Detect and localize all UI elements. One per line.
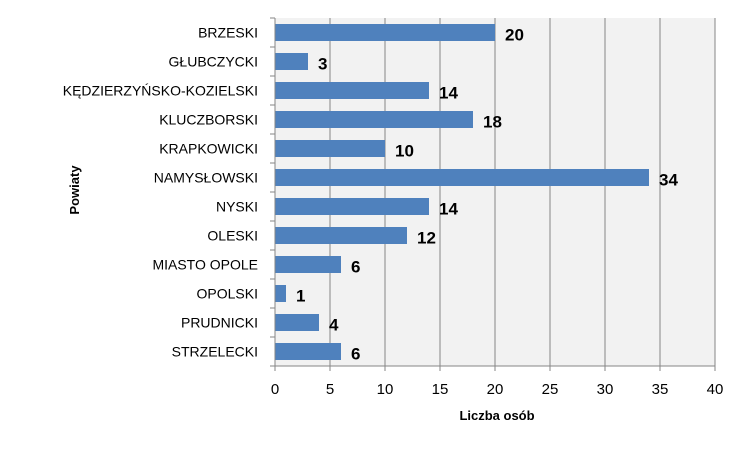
bar [275, 285, 286, 302]
x-tick-label: 5 [326, 381, 334, 398]
data-label: 1 [296, 287, 305, 306]
x-tick-label: 40 [707, 381, 724, 398]
x-tick-label: 15 [432, 381, 449, 398]
data-label: 4 [329, 316, 339, 335]
x-axis-ticks: 0 5 10 15 20 25 30 35 40 [271, 366, 724, 398]
data-label: 12 [417, 229, 436, 248]
data-label: 18 [483, 113, 502, 132]
category-label: KLUCZBORSKI [159, 112, 258, 128]
bar [275, 140, 385, 157]
bar [275, 53, 308, 70]
category-label: GŁUBCZYCKI [169, 54, 258, 70]
x-tick-label: 10 [377, 381, 394, 398]
category-label: NYSKI [216, 199, 258, 215]
bar [275, 227, 407, 244]
data-label: 34 [659, 171, 678, 190]
x-axis-title: Liczba osób [459, 408, 534, 423]
x-tick-label: 35 [652, 381, 669, 398]
category-label: OPOLSKI [197, 286, 258, 302]
data-label: 14 [439, 84, 458, 103]
category-label: KĘDZIERZYŃSKO-KOZIELSKI [63, 83, 258, 99]
bar [275, 314, 319, 331]
bar [275, 198, 429, 215]
y-axis-title: Powiaty [67, 165, 82, 215]
data-label: 6 [351, 345, 360, 364]
category-label: OLESKI [207, 228, 258, 244]
x-tick-label: 30 [597, 381, 614, 398]
bar [275, 343, 341, 360]
x-tick-label: 20 [487, 381, 504, 398]
category-label: BRZESKI [198, 25, 258, 41]
category-label: MIASTO OPOLE [152, 257, 258, 273]
data-label: 10 [395, 142, 414, 161]
category-label: STRZELECKI [172, 344, 258, 360]
data-label: 14 [439, 200, 458, 219]
data-label: 20 [505, 26, 524, 45]
category-label: NAMYSŁOWSKI [154, 170, 258, 186]
x-tick-label: 25 [542, 381, 559, 398]
bars [275, 24, 649, 360]
category-label: KRAPKOWICKI [159, 141, 258, 157]
category-label: PRUDNICKI [181, 315, 258, 331]
bar [275, 256, 341, 273]
bar [275, 169, 649, 186]
bar [275, 82, 429, 99]
gridlines [329, 18, 716, 366]
bar [275, 24, 495, 41]
data-label: 3 [318, 55, 327, 74]
bar [275, 111, 473, 128]
data-label: 6 [351, 258, 360, 277]
category-labels: BRZESKI GŁUBCZYCKI KĘDZIERZYŃSKO-KOZIELSKI… [63, 17, 275, 367]
x-tick-label: 0 [271, 381, 279, 398]
